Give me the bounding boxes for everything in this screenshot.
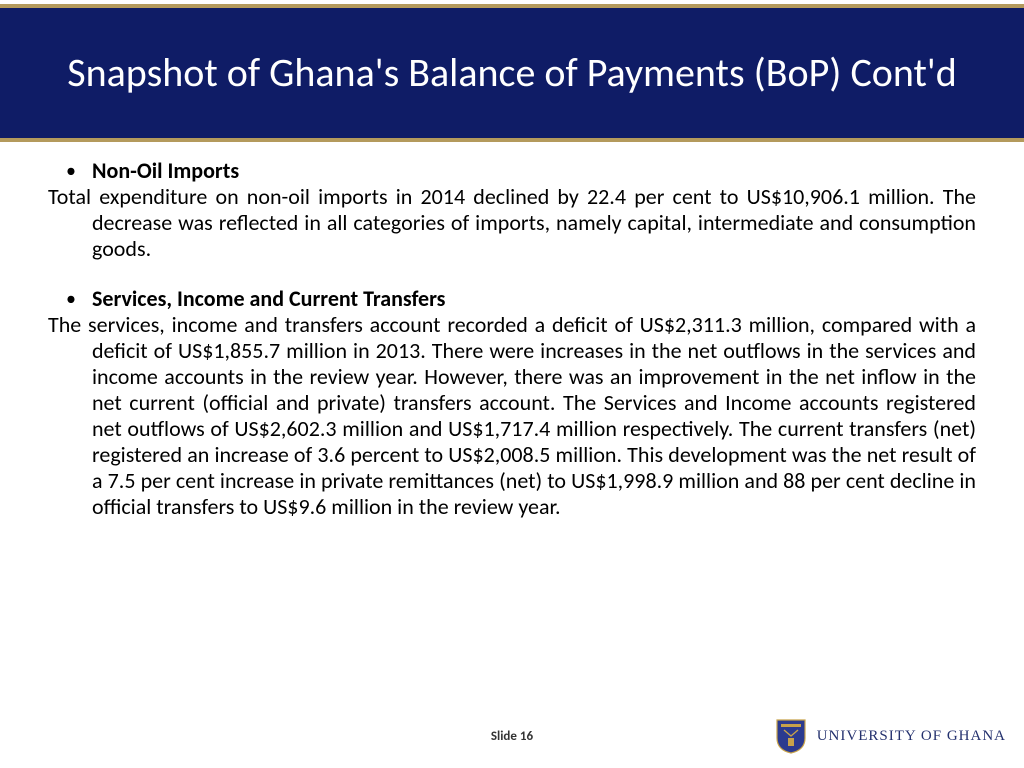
section-heading: Non-Oil Imports [92, 158, 239, 184]
section-heading: Services, Income and Current Transfers [92, 286, 445, 312]
bullet-item: • Non-Oil Imports [66, 158, 976, 184]
gold-line-bottom [0, 138, 1024, 142]
section-body: Total expenditure on non-oil imports in … [48, 184, 976, 262]
bullet-icon: • [66, 158, 92, 184]
crest-icon [775, 718, 807, 754]
university-name: UNIVERSITY OF GHANA [817, 728, 1006, 745]
content-area: • Non-Oil Imports Total expenditure on n… [48, 158, 976, 519]
slide: Snapshot of Ghana's Balance of Payments … [0, 0, 1024, 768]
university-logo: UNIVERSITY OF GHANA [775, 718, 1006, 754]
section-body: The services, income and transfers accou… [48, 312, 976, 520]
bullet-icon: • [66, 286, 92, 312]
bullet-item: • Services, Income and Current Transfers [66, 286, 976, 312]
spacer [48, 262, 976, 286]
slide-title: Snapshot of Ghana's Balance of Payments … [0, 8, 1024, 138]
